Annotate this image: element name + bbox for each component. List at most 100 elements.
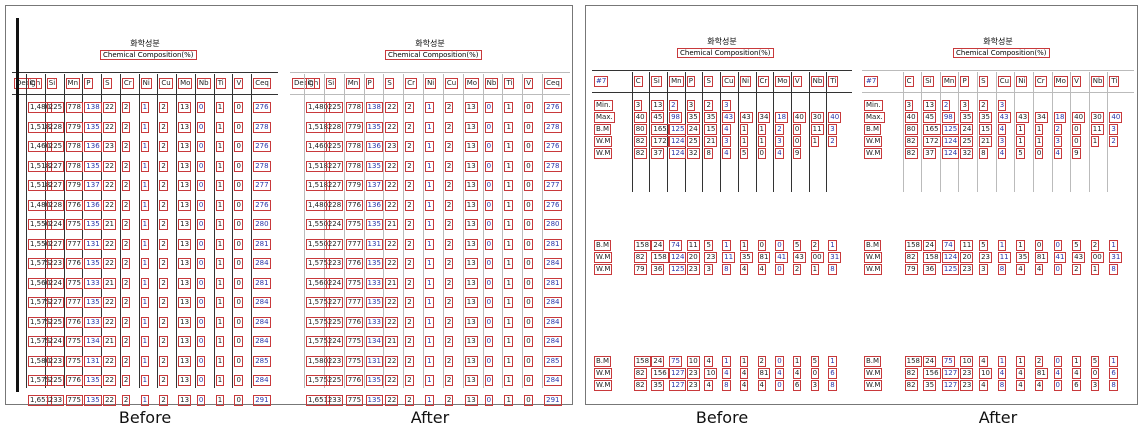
cell-text: 1	[141, 200, 149, 211]
column-header: Si	[326, 78, 336, 89]
cell-text: 5	[704, 240, 712, 251]
column-header: S	[385, 78, 393, 89]
cell-text: 2	[122, 317, 130, 328]
cell-text: 0	[775, 356, 783, 367]
cell-text: 1	[504, 180, 512, 191]
column-header: Si	[47, 78, 57, 89]
cell-text: 2	[1054, 124, 1062, 135]
cell-text: 82	[634, 368, 647, 379]
cell-text: 2	[445, 102, 453, 113]
cell-text: 81	[758, 252, 771, 263]
cell-text: 0	[1054, 264, 1062, 275]
cell-text: 158	[634, 356, 651, 367]
header-line	[12, 94, 278, 95]
cell-text: 4	[740, 380, 748, 391]
cell-text: 0	[1054, 240, 1062, 251]
cell-text: 0	[197, 239, 205, 250]
cell-text: 20	[960, 252, 973, 263]
cell-text: 1	[216, 317, 224, 328]
cell-text: 0	[524, 200, 532, 211]
cell-text: 1	[425, 375, 433, 386]
column-header: Cr	[758, 76, 770, 87]
column-line	[120, 74, 121, 388]
cell-text: 0	[197, 336, 205, 347]
cell-text: 0	[485, 317, 493, 328]
cell-text: 2	[793, 264, 801, 275]
doc-subtitle: Chemical Composition(%)	[385, 50, 482, 60]
cell-text: 13	[178, 122, 191, 133]
column-line	[1089, 72, 1090, 192]
cell-text: 156	[923, 368, 940, 379]
cell-text: 277	[253, 180, 270, 191]
cell-text: 1	[1072, 356, 1080, 367]
cell-text: 11	[960, 240, 973, 251]
cell-text: 22	[103, 297, 116, 308]
column-line	[977, 72, 978, 192]
column-header: C	[634, 76, 643, 87]
cell-text: 13	[178, 239, 191, 250]
cell-text: 2	[122, 102, 130, 113]
cell-text: 4	[775, 368, 783, 379]
cell-text: 124	[669, 136, 686, 147]
cell-text: 98	[942, 112, 955, 123]
column-line	[1070, 72, 1071, 192]
cell-text: 133	[366, 278, 383, 289]
cell-text: 0	[524, 395, 532, 406]
cell-text: 5	[1091, 356, 1099, 367]
cell-text: 284	[253, 317, 270, 328]
cell-text: 21	[103, 219, 116, 230]
cell-text: 4	[1072, 368, 1080, 379]
cell-text: 23	[979, 252, 992, 263]
cell-text: 776	[66, 375, 83, 386]
cell-text: 0	[485, 102, 493, 113]
column-header: V	[793, 76, 802, 87]
cell-text: 3	[998, 100, 1006, 111]
column-header: C	[28, 78, 37, 89]
cell-text: 284	[544, 258, 561, 269]
cell-text: 776	[66, 317, 83, 328]
cell-text: 779	[346, 122, 363, 133]
cell-text: 4	[740, 368, 748, 379]
header-line	[592, 70, 852, 71]
cell-text: 24	[651, 240, 664, 251]
cell-text: 80	[905, 124, 918, 135]
cell-text: 0	[197, 395, 205, 406]
cell-text: 10	[979, 368, 992, 379]
cell-text: 2	[405, 336, 413, 347]
column-header: V	[1072, 76, 1081, 87]
cell-text: 22	[385, 258, 398, 269]
cell-text: 227	[47, 239, 64, 250]
cell-text: 2	[445, 395, 453, 406]
cell-text: 22	[103, 102, 116, 113]
cell-text: 4	[793, 368, 801, 379]
cell-text: 1	[1016, 356, 1024, 367]
cell-text: 135	[366, 161, 383, 172]
cell-text: 4	[740, 264, 748, 275]
cell-text: W.M	[864, 136, 882, 147]
cell-text: 0	[793, 136, 801, 147]
cell-text: 1	[758, 124, 766, 135]
cell-text: 0	[485, 258, 493, 269]
cell-text: 2	[405, 356, 413, 367]
column-line	[542, 74, 543, 388]
cell-text: 779	[66, 122, 83, 133]
cell-text: 13	[465, 122, 478, 133]
cell-text: 13	[465, 161, 478, 172]
column-header: Ni	[740, 76, 751, 87]
cell-text: 0	[775, 264, 783, 275]
cell-text: 00	[811, 252, 824, 263]
column-line	[176, 74, 177, 388]
cell-text: 124	[942, 252, 959, 263]
cell-text: 6	[1072, 380, 1080, 391]
cell-text: 276	[253, 200, 270, 211]
cell-text: 0	[524, 278, 532, 289]
cell-text: 82	[905, 252, 918, 263]
cell-text: 2	[159, 141, 167, 152]
cell-text: 23	[960, 264, 973, 275]
cell-text: 2	[122, 258, 130, 269]
cell-text: 2	[122, 239, 130, 250]
cell-text: 22	[385, 375, 398, 386]
column-line	[304, 74, 305, 388]
cell-text: 1	[141, 278, 149, 289]
cell-text: 43	[722, 112, 735, 123]
